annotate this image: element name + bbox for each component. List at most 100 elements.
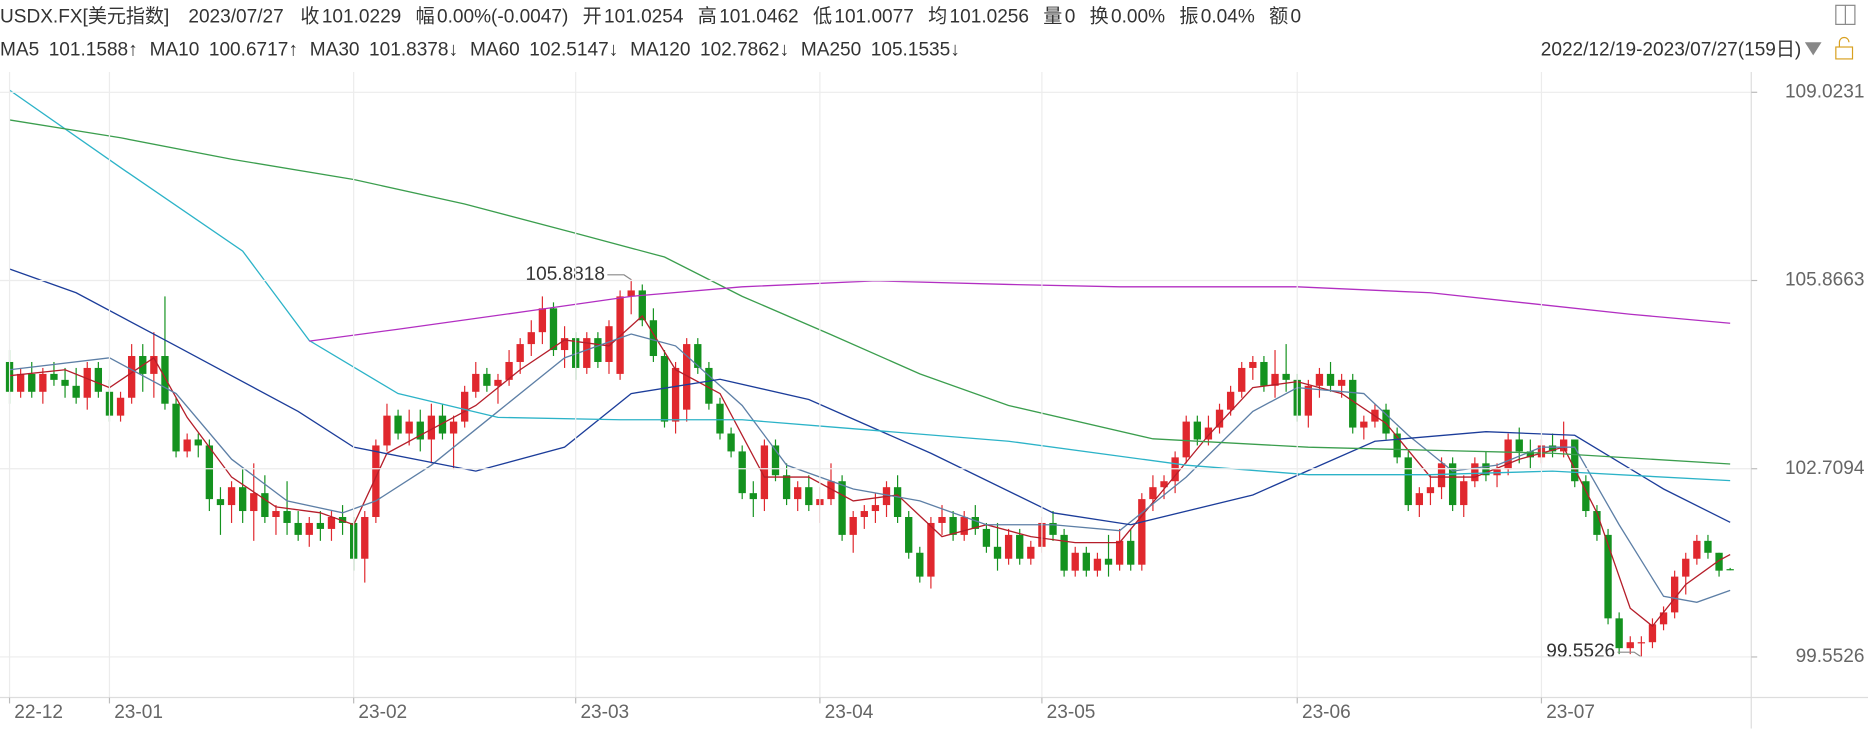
candle-body (61, 379, 69, 386)
candle-body (1204, 427, 1213, 440)
candle-body (1304, 385, 1312, 416)
header-text: 101.0254 (604, 6, 684, 27)
candle-body (1282, 373, 1290, 380)
annotation-connector (1617, 651, 1642, 658)
candle-body (1082, 552, 1090, 571)
candle-body (172, 403, 180, 452)
candle-body (161, 356, 169, 404)
candle-body (1582, 481, 1590, 512)
x-tick-label: 23-02 (358, 702, 407, 723)
legend-value: 101.1588↑ (49, 40, 138, 61)
candle-body (1682, 558, 1690, 577)
header-text: 换 (1090, 5, 1109, 27)
candle-body (316, 522, 325, 529)
axis: 99.5526 102.7094 105.8663 109.0231 22-12 23-0… (0, 72, 1865, 723)
candle-body (905, 516, 913, 553)
candle-body (1027, 546, 1035, 559)
candle-body (805, 487, 813, 506)
candle-body (28, 373, 36, 392)
y-tick-label: 109.0231 (1785, 81, 1864, 102)
candle-body (1337, 379, 1346, 386)
candle-body (372, 445, 380, 517)
candle-body (1226, 391, 1235, 410)
candle-body (261, 493, 269, 517)
date-range: 2022/12/19-2023/07/27(159日) (1541, 40, 1802, 61)
header-text: 振 (1179, 5, 1198, 27)
candle-body (1071, 552, 1079, 571)
legend-value: 102.7862↓ (700, 40, 789, 61)
candle-body (1138, 499, 1146, 565)
x-tick-label: 23-06 (1302, 702, 1351, 723)
candle-body (1393, 433, 1401, 458)
candle-body (1260, 361, 1268, 386)
candle-body (860, 511, 868, 517)
candle-body (1004, 534, 1013, 559)
header-text: 低 (813, 5, 832, 27)
candle-body (1571, 439, 1579, 482)
legend-name: MA120 (630, 40, 690, 61)
candle-body (605, 326, 613, 362)
candle-body (1515, 439, 1523, 452)
legend-value: 101.8378↓ (369, 40, 458, 61)
candle-body (549, 308, 558, 351)
candle-body (727, 433, 735, 452)
candle-body (560, 338, 569, 351)
range-dropdown[interactable] (1804, 42, 1822, 56)
candle-body (1382, 409, 1390, 434)
ma-line (9, 268, 1731, 526)
candle-body (927, 522, 935, 577)
annotation-label: 105.8818 (526, 264, 605, 285)
header-text: 0.00%(-0.0047) (437, 6, 568, 27)
candle-body (338, 516, 347, 523)
candle-body (1659, 612, 1668, 625)
candle-body (83, 367, 91, 398)
candle-body (583, 338, 591, 368)
candle-body (361, 516, 369, 559)
header-text: 0.04% (1201, 6, 1255, 27)
y-tick-label: 105.8663 (1785, 270, 1864, 291)
candle-body (1637, 642, 1646, 644)
legend-name: MA60 (470, 40, 520, 61)
x-tick-label: 22-12 (14, 702, 63, 723)
candle-body (227, 487, 236, 506)
candle-body (1326, 373, 1335, 386)
x-tick-label: 23-01 (114, 702, 163, 723)
candle-body (871, 505, 880, 512)
candle-body (827, 481, 835, 500)
candle-body (438, 415, 447, 434)
candle-body (627, 290, 635, 297)
candle-body (749, 493, 757, 500)
candle-body (1559, 439, 1568, 452)
candle-body (1426, 487, 1435, 494)
candle-body (649, 320, 658, 357)
candle-body (1249, 361, 1257, 368)
x-tick-label: 23-07 (1546, 702, 1595, 723)
candle-body (250, 493, 258, 512)
legend-value: 105.1535↓ (871, 40, 960, 61)
candle-body (1404, 457, 1412, 506)
candle-body (394, 415, 402, 434)
candle-body (1626, 642, 1634, 649)
candle-body (849, 516, 857, 535)
x-tick-label: 23-04 (825, 702, 874, 723)
candle-body (39, 373, 47, 392)
candle-body (1526, 451, 1535, 458)
candle-body (238, 487, 247, 512)
candle-body (716, 403, 724, 434)
candle-body (1049, 522, 1057, 535)
candle-body (516, 344, 524, 362)
candle-body (1215, 409, 1224, 428)
candle-body (993, 546, 1002, 559)
header-text: 0 (1291, 6, 1302, 27)
candle-body (205, 445, 214, 500)
legend-name: MA250 (801, 40, 861, 61)
header-text: 量 (1043, 6, 1062, 27)
lock-icon[interactable] (1835, 46, 1854, 60)
candle-body (538, 308, 547, 333)
header-text: 101.0077 (834, 6, 913, 27)
candle-body (1460, 481, 1468, 506)
ma-line (9, 315, 1731, 628)
candle-body (272, 511, 280, 517)
candle-body (494, 379, 502, 386)
